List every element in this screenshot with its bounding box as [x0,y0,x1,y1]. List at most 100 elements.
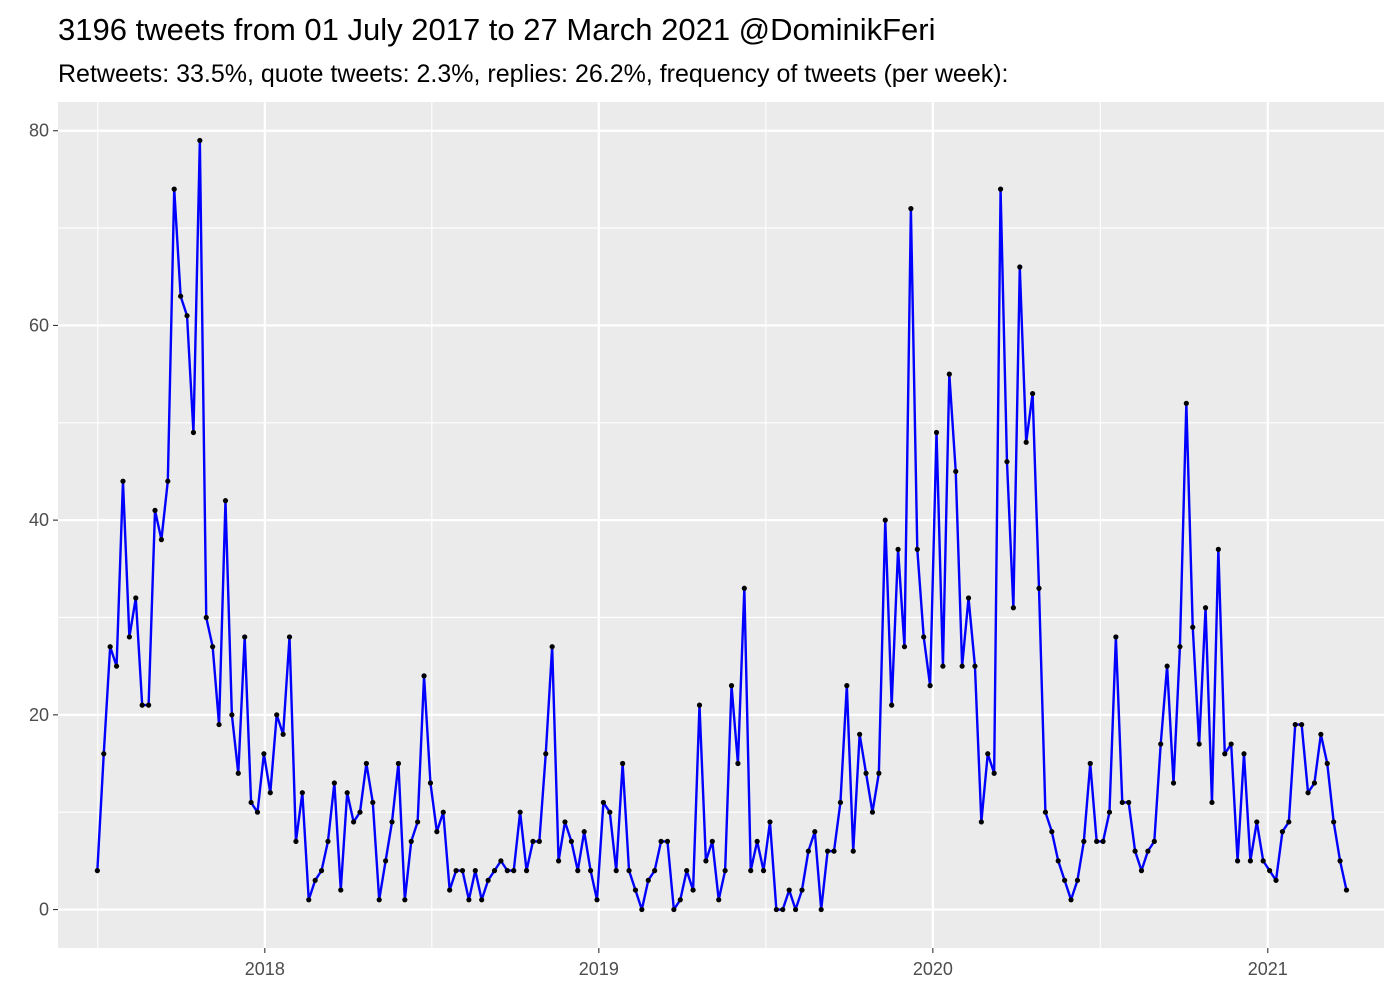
data-point [171,186,177,192]
data-point [338,887,344,893]
data-point [1062,877,1068,883]
y-tick-label: 20 [29,705,49,725]
tweet-frequency-series [96,139,1348,911]
data-point [1010,605,1016,611]
data-point [1100,838,1106,845]
data-point [780,906,786,913]
data-point [389,819,395,825]
data-point [222,498,229,504]
data-point [1234,858,1241,864]
data-point [459,868,466,874]
data-point [959,663,965,669]
data-point [466,897,472,903]
data-point [267,790,273,796]
series-line [96,139,1348,911]
data-point [1318,731,1324,737]
data-point [1017,264,1023,270]
data-point [1126,799,1132,806]
data-point [818,906,824,913]
data-point [1324,760,1330,767]
data-point [120,478,126,484]
data-point [1260,858,1266,864]
data-point [1170,780,1177,786]
data-point [1299,721,1305,728]
x-axis: 2018 2019 2020 2021 [245,948,1288,979]
data-point [901,644,908,650]
data-point [972,663,978,669]
data-point [799,887,805,893]
data-point [1068,897,1074,903]
data-point [594,897,600,903]
data-point [152,507,158,513]
data-point [1042,809,1049,815]
data-point [190,429,197,436]
data-point [690,887,696,893]
x-tick-label: 2021 [1248,959,1288,979]
data-point [1247,858,1253,864]
data-point [658,838,664,845]
data-point [312,877,318,883]
data-point [786,887,792,893]
data-point [107,644,113,650]
y-tick-label: 0 [39,900,49,920]
data-point [735,760,741,767]
data-point [914,546,920,552]
data-point [286,634,293,640]
data-point [1267,868,1273,874]
data-point [1305,790,1311,796]
data-point [844,683,850,689]
data-point [1241,751,1247,757]
data-point [1196,741,1202,747]
data-point [1222,751,1228,757]
data-point [1228,741,1234,747]
data-point [325,838,331,845]
data-point [997,186,1004,192]
data-point [652,868,658,874]
data-point [965,595,972,601]
data-point [1331,819,1337,825]
data-point [344,790,350,796]
data-point [415,819,421,825]
data-point [1132,848,1138,854]
data-point [543,751,549,757]
data-point [908,206,914,212]
data-point [280,731,286,737]
data-point [812,829,818,835]
data-point [940,663,946,669]
data-point [165,478,171,484]
data-point [588,868,594,874]
data-point [600,799,607,806]
data-point [1158,741,1164,747]
data-point [126,634,132,640]
data-point [254,809,261,815]
data-point [664,838,671,845]
data-point [1202,605,1209,611]
data-point [645,877,651,883]
data-point [101,751,107,757]
data-point [210,644,216,650]
data-point [318,868,325,874]
data-point [408,838,414,845]
data-point [453,868,459,874]
data-point [447,887,453,893]
data-point [1094,838,1100,845]
data-point [1254,819,1260,825]
data-point [703,858,709,864]
data-point [792,906,799,913]
data-point [555,858,562,864]
data-point [1113,634,1119,640]
x-tick-label: 2018 [245,959,285,979]
data-point [1081,838,1087,845]
y-tick-label: 80 [29,121,49,141]
data-point [927,683,933,689]
data-point [1087,760,1093,767]
data-point [709,838,715,845]
data-point [261,751,267,757]
data-point [530,838,536,845]
data-point [1055,858,1061,864]
data-point [1151,838,1157,845]
data-point [370,799,376,806]
data-point [985,751,991,757]
data-point [1183,400,1189,406]
